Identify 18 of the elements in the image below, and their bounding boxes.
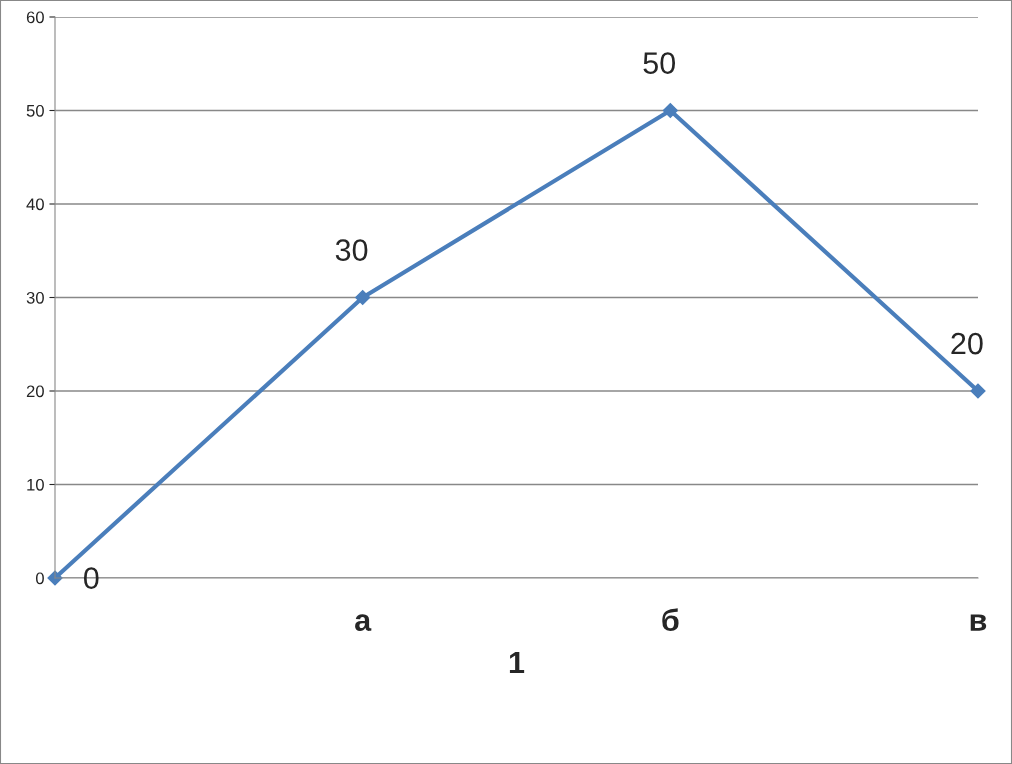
data-label: 20 xyxy=(951,332,983,355)
y-tick-label: 10 xyxy=(27,478,44,491)
point xyxy=(970,383,986,399)
y-tick-label: 50 xyxy=(26,104,44,117)
point xyxy=(355,289,371,306)
data-label: 50 xyxy=(643,52,676,74)
y-tick-label: 30 xyxy=(26,291,44,304)
x-tick-label: а xyxy=(355,614,372,631)
x-axis-title: 1 xyxy=(509,652,525,674)
point xyxy=(662,102,678,119)
y-tick-label: 40 xyxy=(26,198,44,211)
data-label: 30 xyxy=(335,239,368,261)
y-tick-label: 0 xyxy=(35,572,44,585)
y-tick-label: 60 xyxy=(26,11,44,24)
y-tick-label: 20 xyxy=(26,385,44,398)
data-label: 0 xyxy=(83,567,99,589)
x-tick-label: в xyxy=(970,614,987,631)
x-tick-label: б xyxy=(662,608,679,631)
